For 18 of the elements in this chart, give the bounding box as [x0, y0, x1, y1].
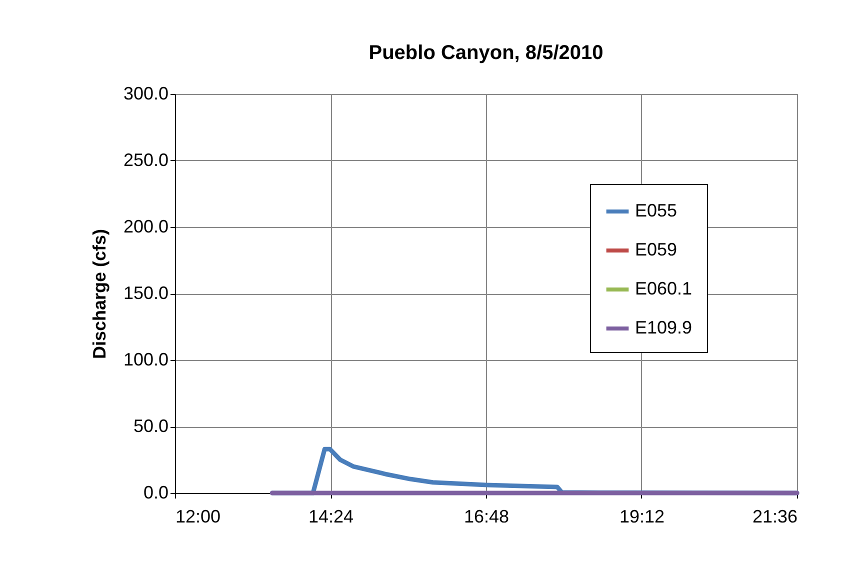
- y-tick-label: 0.0: [143, 482, 168, 502]
- legend-label: E055: [635, 200, 678, 220]
- legend-label: E059: [635, 240, 678, 260]
- y-tick-label: 200.0: [123, 216, 168, 236]
- x-tick-label: 12:00: [176, 506, 221, 526]
- y-axis-title: Discharge (cfs): [89, 228, 110, 360]
- x-tick-label: 16:48: [464, 506, 510, 526]
- y-tick-label: 300.0: [123, 84, 168, 104]
- chart-title: Pueblo Canyon, 8/5/2010: [368, 42, 604, 64]
- x-tick-label: 14:24: [308, 506, 354, 526]
- x-tick-label: 21:36: [752, 506, 798, 526]
- x-tick-label: 19:12: [619, 506, 665, 526]
- y-tick-label: 250.0: [123, 150, 168, 170]
- y-tick-label: 150.0: [123, 283, 168, 303]
- legend-label: E060.1: [635, 278, 692, 298]
- legend-label: E109.9: [635, 318, 692, 338]
- y-tick-label: 100.0: [123, 350, 168, 370]
- y-tick-label: 50.0: [133, 416, 168, 436]
